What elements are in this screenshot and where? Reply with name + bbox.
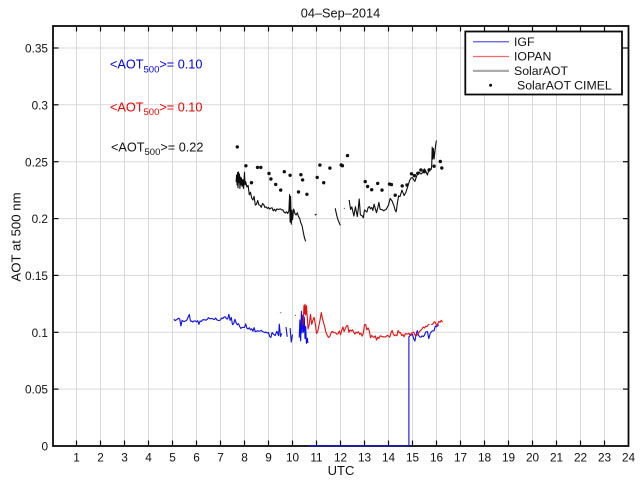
svg-text:SolarAOT: SolarAOT	[514, 64, 568, 78]
svg-text:3: 3	[121, 451, 128, 465]
svg-text:0.15: 0.15	[25, 269, 48, 283]
svg-text:6: 6	[193, 451, 200, 465]
svg-text:<AOT500>= 0.22: <AOT500>= 0.22	[111, 140, 203, 158]
svg-text:15: 15	[406, 451, 420, 465]
svg-text:10: 10	[286, 451, 300, 465]
svg-text:0.25: 0.25	[25, 155, 48, 169]
svg-text:0: 0	[41, 440, 48, 454]
svg-text:19: 19	[502, 451, 515, 465]
svg-text:24: 24	[622, 451, 636, 465]
svg-text:4: 4	[145, 451, 152, 465]
svg-text:23: 23	[598, 451, 612, 465]
svg-text:7: 7	[217, 451, 224, 465]
svg-text:<AOT500>= 0.10: <AOT500>= 0.10	[110, 100, 202, 118]
svg-text:9: 9	[265, 451, 272, 465]
svg-text:11: 11	[310, 451, 322, 465]
svg-text:1: 1	[73, 451, 80, 465]
svg-text:IGF: IGF	[514, 35, 535, 49]
svg-text:2: 2	[97, 451, 104, 465]
svg-text:8: 8	[241, 451, 248, 465]
svg-text:0.3: 0.3	[32, 98, 49, 112]
svg-text:UTC: UTC	[328, 463, 355, 478]
svg-text:IOPAN: IOPAN	[514, 50, 551, 64]
svg-text:21: 21	[550, 451, 563, 465]
svg-text:0.1: 0.1	[32, 326, 48, 340]
svg-text:20: 20	[526, 451, 540, 465]
svg-text:<AOT500>= 0.10: <AOT500>= 0.10	[110, 58, 202, 76]
svg-text:18: 18	[478, 451, 492, 465]
svg-text:AOT at 500 nm: AOT at 500 nm	[9, 192, 24, 281]
svg-text:5: 5	[169, 451, 176, 465]
svg-text:13: 13	[358, 451, 372, 465]
svg-text:0.35: 0.35	[25, 42, 48, 56]
svg-text:04–Sep–2014: 04–Sep–2014	[301, 5, 380, 20]
svg-text:SolarAOT CIMEL: SolarAOT CIMEL	[517, 79, 612, 93]
svg-text:12: 12	[334, 451, 347, 465]
svg-text:22: 22	[574, 451, 587, 465]
svg-text:0.05: 0.05	[25, 383, 48, 397]
svg-text:14: 14	[382, 451, 396, 465]
svg-text:0.2: 0.2	[32, 212, 48, 226]
svg-text:17: 17	[454, 451, 467, 465]
svg-text:16: 16	[430, 451, 444, 465]
